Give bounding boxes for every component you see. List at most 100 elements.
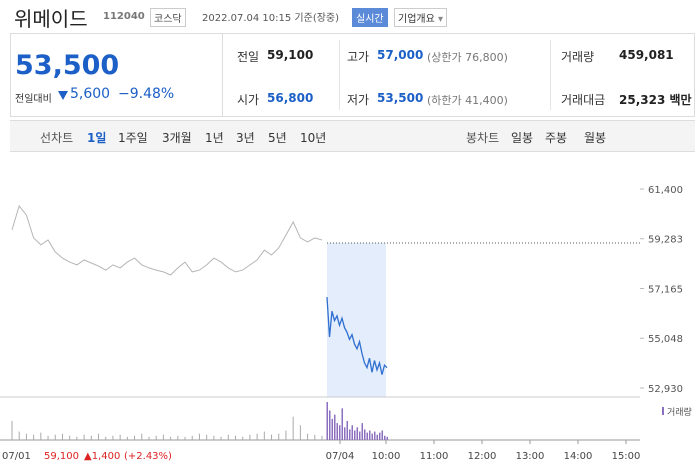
candle-tab[interactable]: 주봉: [545, 131, 568, 145]
x-tick-label: 14:00: [564, 451, 593, 462]
volume-bar: [234, 435, 236, 440]
market-badge: 코스닥: [150, 8, 186, 27]
volume-bar: [184, 436, 186, 440]
realtime-badge[interactable]: 실시간: [352, 8, 388, 27]
volume-bar: [369, 430, 371, 440]
change-label: 전일대비: [15, 94, 52, 105]
y-tick-label: 57,165: [648, 285, 683, 296]
change: 5,600: [70, 86, 111, 102]
volume-bar: [220, 436, 222, 440]
volume-bar: [364, 429, 366, 440]
candle-tab[interactable]: 월봉: [584, 131, 607, 145]
session-highlight: [327, 243, 386, 397]
volume-bar: [339, 425, 341, 440]
volume-bar: [83, 434, 85, 440]
item-note: (상한가 76,800): [427, 51, 508, 64]
volume-bar: [271, 434, 273, 440]
x-tick-label: 07/04: [326, 451, 355, 462]
volume-bar: [371, 433, 373, 440]
volume-bar: [331, 418, 333, 440]
volume-bar: [374, 431, 376, 440]
volume-bar: [141, 433, 143, 440]
volume-bar: [206, 434, 208, 440]
volume-bar: [25, 433, 27, 440]
volume-bar: [361, 423, 363, 440]
period-tab[interactable]: 1주일: [118, 131, 148, 145]
item-label: 시가: [237, 93, 260, 107]
footer-rate: (+2.43%): [124, 451, 172, 462]
volume-label: 거래량: [667, 406, 692, 418]
volume-bar: [321, 435, 323, 440]
volume-bar: [329, 410, 331, 440]
volume-bar: [349, 429, 351, 440]
footer-date: 07/01: [2, 451, 31, 462]
volume-bar: [366, 432, 368, 440]
item-value: 56,800: [267, 91, 314, 105]
volume-bar: [351, 425, 353, 440]
divider: [339, 40, 340, 110]
volume-bar: [263, 431, 265, 440]
volume-bar: [341, 408, 343, 440]
volume-bar: [346, 421, 348, 440]
volume-bar: [256, 433, 258, 440]
volume-bar: [148, 436, 150, 440]
stock-name: 위메이드: [14, 7, 88, 31]
footer-change: ▲1,400: [84, 451, 120, 462]
volume-bar: [285, 430, 287, 440]
footer-price: 59,100: [44, 451, 79, 462]
volume-bar: [155, 435, 157, 440]
period-tab[interactable]: 3년: [236, 131, 255, 145]
company-info-label[interactable]: 기업개요: [398, 14, 435, 25]
volume-bar: [191, 435, 193, 440]
volume-bar: [105, 436, 107, 440]
x-tick-label: 11:00: [420, 451, 449, 462]
price-line: [326, 297, 388, 375]
period-tab[interactable]: 10년: [300, 131, 327, 145]
item-label: 전일: [237, 50, 260, 64]
price-line: [11, 204, 323, 276]
divider: [550, 40, 551, 110]
volume-bar: [18, 431, 20, 440]
volume-bar: [356, 427, 358, 440]
volume-bar: [198, 433, 200, 440]
stock-code: 112040: [103, 11, 145, 22]
x-tick-label: 12:00: [468, 451, 497, 462]
volume-bar: [126, 436, 128, 440]
volume-bar: [76, 436, 78, 440]
tab-bar: [10, 120, 695, 152]
volume-bar: [344, 427, 346, 440]
x-tick-label: 15:00: [612, 451, 641, 462]
line-chart-label: 선차트: [40, 131, 74, 145]
period-tab[interactable]: 3개월: [162, 131, 192, 145]
volume-bar: [61, 433, 63, 440]
volume-bar: [162, 434, 164, 440]
volume-bar: [98, 433, 100, 440]
company-info[interactable]: 기업개요 ▾: [394, 8, 448, 27]
x-tick-label: 10:00: [372, 451, 401, 462]
volume-bar: [354, 430, 356, 440]
volume-bar: [90, 435, 92, 440]
divider: [222, 33, 223, 117]
candle-tab[interactable]: 일봉: [511, 131, 534, 145]
volume-bar: [134, 435, 136, 440]
volume-bar: [47, 435, 49, 440]
volume-bar: [40, 432, 42, 440]
period-tab[interactable]: 1년: [205, 131, 224, 145]
period-tab[interactable]: 1일: [87, 131, 107, 145]
item-value: 59,100: [267, 48, 314, 62]
item-label: 저가: [347, 93, 370, 107]
item-value: 459,081: [619, 48, 674, 62]
item-label: 거래대금: [561, 93, 606, 107]
period-tab[interactable]: 5년: [268, 131, 287, 145]
change-rate: −9.48%: [118, 86, 175, 102]
item-label: 거래량: [561, 50, 595, 64]
chart: 61,400 59,283 57,165 55,048 52,930 07/04 10:00…: [0, 185, 692, 462]
timestamp: 2022.07.04 10:15 기준(장중): [202, 13, 340, 24]
volume-bar: [314, 434, 316, 440]
volume-bar: [359, 431, 361, 440]
item-label: 고가: [347, 50, 370, 64]
volume-bar: [11, 421, 13, 440]
y-tick-label: 55,048: [648, 334, 683, 345]
volume-bar: [336, 423, 338, 440]
item-value: 25,323 백만: [619, 93, 692, 107]
